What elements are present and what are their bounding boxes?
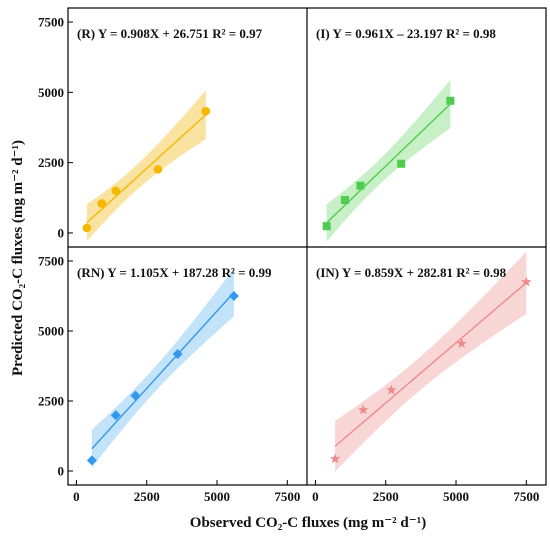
equation-text: (I) Y = 0.961X – 23.197 xyxy=(316,26,446,41)
fit-line xyxy=(91,292,235,450)
data-point xyxy=(329,453,341,464)
y-tick-label: 5000 xyxy=(38,85,64,100)
data-point xyxy=(130,390,141,401)
equation-text: (R) Y = 0.908X + 26.751 xyxy=(77,26,212,41)
data-point xyxy=(397,159,406,168)
r-squared-text: R² = 0.98 xyxy=(456,265,506,280)
panel-equation: (R) Y = 0.908X + 26.751 R² = 0.97 xyxy=(77,26,263,41)
data-point xyxy=(356,181,365,190)
y-tick-label: 7500 xyxy=(38,15,64,30)
confidence-band xyxy=(91,268,234,468)
y-tick-label: 2500 xyxy=(38,394,64,409)
panel-top-left: (R) Y = 0.908X + 26.751 R² = 0.97 0 2500 50… xyxy=(38,15,263,242)
data-point xyxy=(228,291,239,301)
x-tick-label: 5000 xyxy=(443,489,469,504)
r-squared-text: R² = 0.98 xyxy=(446,26,496,41)
x-axis-label: Observed CO₂-C fluxes (mg m⁻² d⁻¹) xyxy=(190,515,426,531)
data-point xyxy=(111,186,121,196)
x-tick-label: 5000 xyxy=(204,489,230,504)
x-tick-label: 0 xyxy=(73,489,80,504)
y-tick-label: 0 xyxy=(58,225,65,240)
x-tick-label: 7500 xyxy=(274,489,300,504)
data-point xyxy=(97,199,107,208)
panels: (R) Y = 0.908X + 26.751 R² = 0.97 0 2500 50… xyxy=(38,7,547,505)
y-tick-label: 0 xyxy=(58,464,65,479)
data-point xyxy=(456,338,467,349)
equation-text: (RN) Y = 1.105X + 187.28 xyxy=(77,265,222,280)
panel-equation: (IN) Y = 0.859X + 282.81 R² = 0.98 xyxy=(316,265,507,280)
data-point xyxy=(86,455,97,466)
equation-text: (IN) Y = 0.859X + 282.81 xyxy=(316,265,456,280)
y-tick-label: 2500 xyxy=(38,155,64,170)
x-tick-label: 0 xyxy=(312,489,319,504)
x-tick-label: 2500 xyxy=(373,489,399,504)
x-tick-label: 7500 xyxy=(513,489,539,504)
data-point xyxy=(322,222,331,231)
data-point xyxy=(386,384,397,395)
y-axis-label: Predicted CO₂-C fluxes (mg m⁻² d⁻¹) xyxy=(10,140,26,376)
confidence-band xyxy=(86,90,206,242)
x-tick-label: 2500 xyxy=(134,489,160,504)
y-tick-label: 7500 xyxy=(38,254,64,269)
data-point xyxy=(358,404,369,415)
r-squared-text: R² = 0.97 xyxy=(212,26,262,41)
panel-equation: (RN) Y = 1.105X + 187.28 R² = 0.99 xyxy=(77,265,272,280)
data-point xyxy=(110,410,121,421)
confidence-band xyxy=(326,79,451,242)
data-point xyxy=(201,106,211,116)
fit-line xyxy=(86,114,207,224)
fit-line xyxy=(334,282,527,447)
r-squared-text: R² = 0.99 xyxy=(222,265,272,280)
y-tick-label: 5000 xyxy=(38,324,64,339)
confidence-band xyxy=(335,251,527,472)
data-point xyxy=(153,165,163,174)
fit-line xyxy=(326,103,451,224)
data-point xyxy=(521,276,532,287)
data-point xyxy=(446,96,455,105)
panel-bottom-left: (RN) Y = 1.105X + 187.28 R² = 0.99 0 2500 5… xyxy=(38,254,300,505)
data-point xyxy=(82,223,92,233)
data-point xyxy=(340,196,349,205)
panel-equation: (I) Y = 0.961X – 23.197 R² = 0.98 xyxy=(316,26,496,41)
panel-top-right: (I) Y = 0.961X – 23.197 R² = 0.98 xyxy=(316,26,496,242)
panel-bottom-right: (IN) Y = 0.859X + 282.81 R² = 0.98 0 2500 5… xyxy=(312,251,539,504)
data-point xyxy=(172,348,183,359)
